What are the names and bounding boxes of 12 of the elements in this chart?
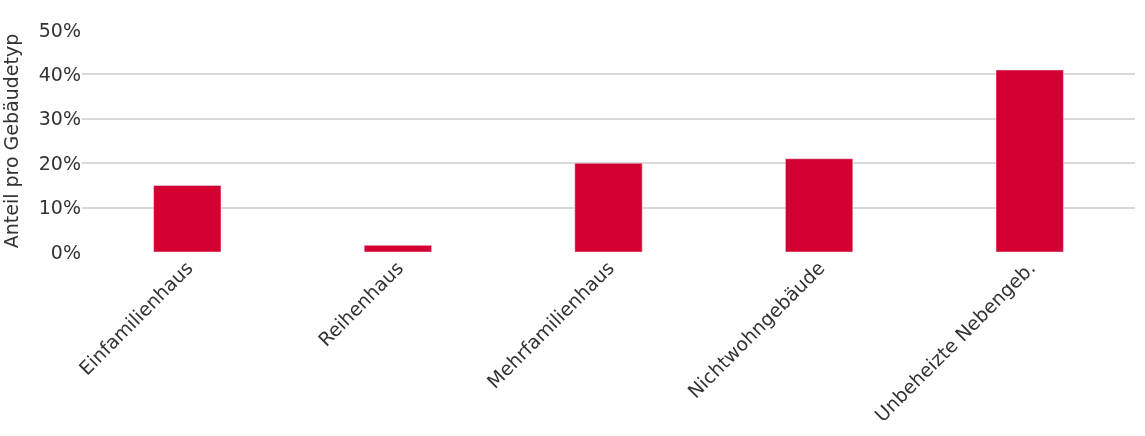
y-axis-title: Anteil pro Gebäudetyp bbox=[0, 33, 22, 249]
bar bbox=[574, 162, 643, 252]
y-tick-label: 40% bbox=[38, 63, 81, 86]
y-tick-label: 50% bbox=[38, 18, 81, 41]
y-tick-label: 30% bbox=[38, 107, 81, 130]
bar bbox=[785, 158, 854, 252]
bar bbox=[995, 69, 1064, 252]
bar bbox=[363, 245, 432, 252]
y-tick-label: 10% bbox=[38, 196, 81, 219]
y-tick-label: 20% bbox=[38, 151, 81, 174]
bar bbox=[153, 185, 222, 252]
y-tick-label: 0% bbox=[50, 240, 81, 263]
